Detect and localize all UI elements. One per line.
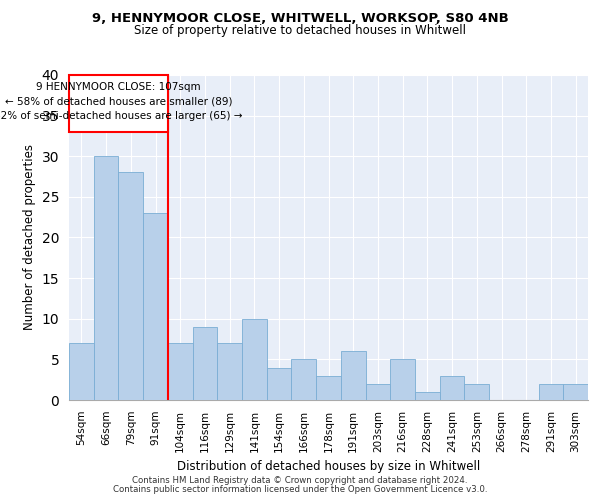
Bar xyxy=(193,327,217,400)
Text: 9 HENNYMOOR CLOSE: 107sqm: 9 HENNYMOOR CLOSE: 107sqm xyxy=(36,82,201,92)
Bar xyxy=(94,156,118,400)
Text: Contains HM Land Registry data © Crown copyright and database right 2024.: Contains HM Land Registry data © Crown c… xyxy=(132,476,468,485)
Bar xyxy=(292,360,316,400)
Text: ← 58% of detached houses are smaller (89): ← 58% of detached houses are smaller (89… xyxy=(5,97,232,107)
Bar xyxy=(143,213,168,400)
Bar xyxy=(267,368,292,400)
Bar xyxy=(415,392,440,400)
Text: Contains public sector information licensed under the Open Government Licence v3: Contains public sector information licen… xyxy=(113,484,487,494)
Bar xyxy=(168,343,193,400)
Text: Size of property relative to detached houses in Whitwell: Size of property relative to detached ho… xyxy=(134,24,466,37)
Bar xyxy=(69,343,94,400)
Bar xyxy=(464,384,489,400)
X-axis label: Distribution of detached houses by size in Whitwell: Distribution of detached houses by size … xyxy=(177,460,480,473)
FancyBboxPatch shape xyxy=(69,75,168,132)
Bar xyxy=(539,384,563,400)
Text: 9, HENNYMOOR CLOSE, WHITWELL, WORKSOP, S80 4NB: 9, HENNYMOOR CLOSE, WHITWELL, WORKSOP, S… xyxy=(92,12,508,26)
Bar xyxy=(440,376,464,400)
Bar xyxy=(316,376,341,400)
Y-axis label: Number of detached properties: Number of detached properties xyxy=(23,144,36,330)
Bar xyxy=(563,384,588,400)
Bar xyxy=(217,343,242,400)
Bar xyxy=(242,319,267,400)
Text: 42% of semi-detached houses are larger (65) →: 42% of semi-detached houses are larger (… xyxy=(0,112,242,122)
Bar xyxy=(390,360,415,400)
Bar xyxy=(365,384,390,400)
Bar xyxy=(118,172,143,400)
Bar xyxy=(341,351,365,400)
